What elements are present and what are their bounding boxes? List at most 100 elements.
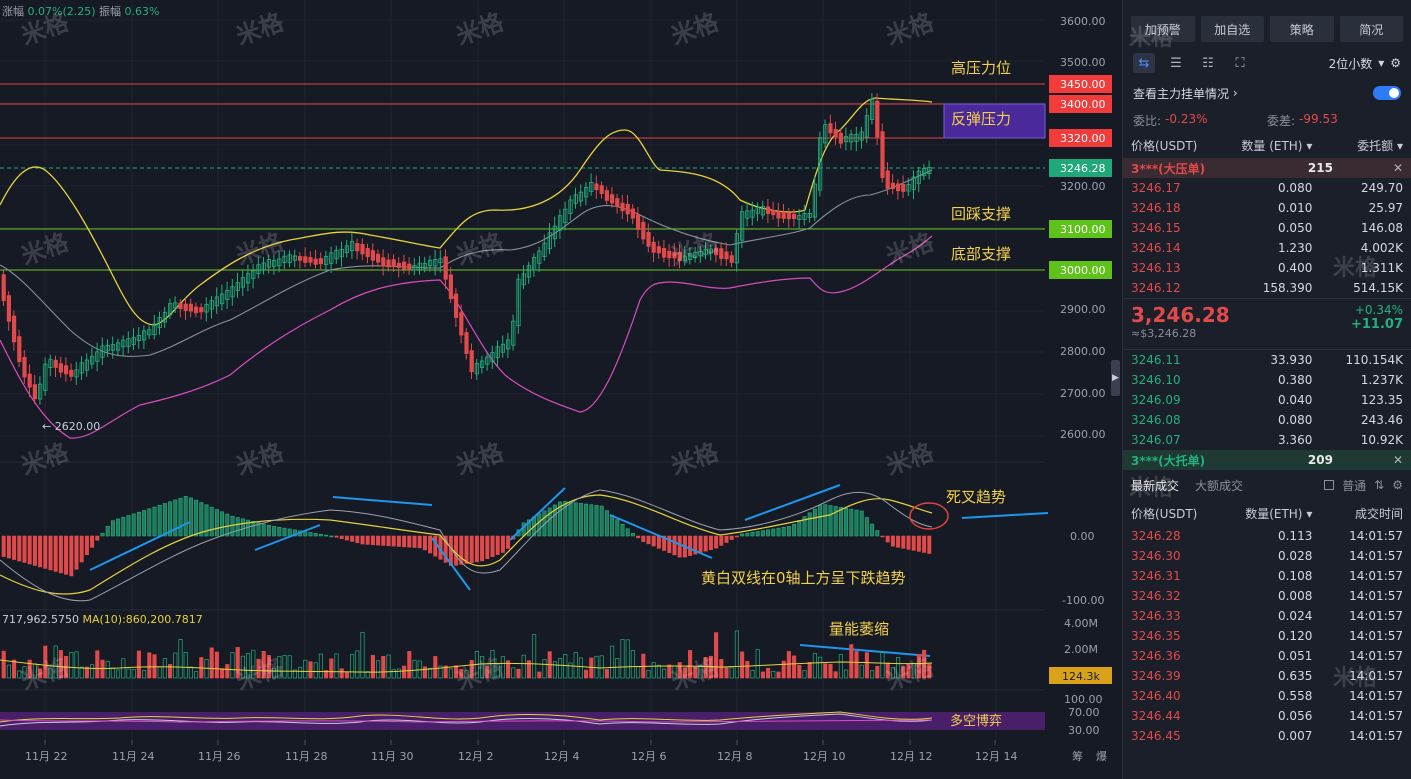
row-qty: 0.400 — [1277, 261, 1313, 275]
filter-icon[interactable]: ⇅ — [1374, 478, 1385, 492]
orderbook-asks-icon[interactable]: ☷ — [1202, 55, 1214, 71]
candlestick-chart[interactable]: 高压力位 反弹压力 回踩支撑 底部支撑 ← 2620.00 3450.00 340… — [0, 0, 1118, 779]
macd-bar — [485, 535, 490, 560]
col-qty[interactable]: 数量 (ETH) ▾ — [1241, 138, 1313, 153]
settings-icon[interactable]: ⚙ — [1390, 56, 1401, 70]
trade-price: 3246.36 — [1131, 649, 1181, 663]
volume-bar — [360, 631, 365, 679]
macd-bar — [188, 497, 193, 537]
bid-row[interactable]: 3246.09 0.040 123.35 — [1123, 390, 1411, 410]
volume-bar — [542, 658, 547, 679]
row-qty: 1.230 — [1277, 241, 1313, 255]
label-pullback-support: 回踩支撑 — [951, 205, 1011, 223]
orderbook-both-icon[interactable]: ⇆ — [1133, 53, 1155, 73]
trade-col-qty[interactable]: 数量(ETH) ▾ — [1245, 506, 1313, 521]
chart-pane[interactable]: 高压力位 反弹压力 回踩支撑 底部支撑 ← 2620.00 3450.00 340… — [0, 0, 1118, 779]
tab-latest-trades[interactable]: 最新成交 — [1131, 478, 1180, 493]
candle-body — [688, 252, 693, 260]
macd-bar — [542, 510, 547, 537]
ask-row[interactable]: 3246.18 0.010 25.97 — [1123, 198, 1411, 218]
candle-body — [495, 346, 500, 358]
bid-row[interactable]: 3246.11 33.930 110.154K — [1123, 350, 1411, 370]
bid-row[interactable]: 3246.08 0.080 243.46 — [1123, 410, 1411, 430]
col-amount[interactable]: 委托额 ▾ — [1357, 138, 1404, 153]
candle-body — [922, 168, 927, 177]
candle-body — [641, 221, 646, 240]
trade-price: 3246.31 — [1131, 569, 1181, 583]
ask-row[interactable]: 3246.12 158.390 514.15K — [1123, 278, 1411, 298]
decimal-select[interactable]: 2位小数 ▾ ⚙ — [1329, 55, 1401, 72]
strategy-button[interactable]: 策略 — [1270, 16, 1334, 42]
add-alert-button[interactable]: 加预警 — [1131, 16, 1195, 42]
macd-bar — [786, 526, 791, 537]
bid-row[interactable]: 3246.07 3.360 10.92K — [1123, 430, 1411, 450]
orderbook-bids-icon[interactable]: ☰ — [1170, 55, 1182, 71]
candle-body — [225, 290, 230, 300]
x-axis-label: 12月 6 — [631, 750, 667, 763]
ask-row[interactable]: 3246.17 0.080 249.70 — [1123, 178, 1411, 198]
candle-body — [152, 323, 157, 336]
candle-body — [719, 248, 724, 260]
close-icon[interactable]: ✕ — [1392, 161, 1403, 175]
big-bid-order[interactable]: 3***(大托单) 209 ✕ — [1123, 450, 1411, 470]
tab-large-trades[interactable]: 大额成交 — [1195, 478, 1244, 493]
macd-bar — [740, 533, 745, 537]
candle-body — [662, 248, 667, 258]
orderbook-expand-icon[interactable]: ⛶ — [1235, 55, 1245, 71]
macd-bar — [386, 535, 391, 547]
main-orders-toggle[interactable] — [1373, 86, 1401, 100]
close-icon[interactable]: ✕ — [1392, 453, 1403, 467]
candle-body — [558, 215, 563, 231]
macd-bar — [391, 535, 396, 547]
collapse-handle[interactable]: ▶ — [1111, 360, 1120, 396]
candle-body — [74, 369, 79, 378]
ask-row[interactable]: 3246.13 0.400 1.311K — [1123, 258, 1411, 278]
volume-bar — [849, 644, 854, 679]
candle-body — [584, 187, 589, 198]
row-price: 3246.12 — [1131, 281, 1181, 295]
candle-body — [651, 241, 656, 253]
trade-time: 14:01:57 — [1349, 569, 1404, 583]
candle-body — [729, 255, 734, 263]
volume-bar — [526, 660, 531, 679]
candle-body — [708, 248, 714, 254]
rsi-line-2 — [0, 713, 933, 727]
main-orders-toggle-row: 查看主力挂单情况 › — [1123, 78, 1411, 108]
add-watchlist-button[interactable]: 加自选 — [1200, 16, 1264, 42]
macd-bar — [833, 506, 838, 537]
settings-icon[interactable]: ⚙ — [1392, 478, 1403, 492]
ask-row[interactable]: 3246.15 0.050 146.08 — [1123, 218, 1411, 238]
candle-body — [792, 213, 797, 220]
label-death-cross: 死叉趋势 — [946, 488, 1006, 506]
macd-bar — [656, 535, 661, 549]
trade-row: 3246.45 0.007 14:01:57 — [1123, 726, 1411, 746]
macd-bar — [620, 523, 625, 537]
candle-body — [599, 185, 604, 194]
candle-body — [552, 225, 558, 240]
candle-body — [407, 263, 412, 270]
volume-bar — [464, 670, 469, 679]
bid-row[interactable]: 3246.10 0.380 1.237K — [1123, 370, 1411, 390]
big-ask-order[interactable]: 3***(大压单) 215 ✕ — [1123, 158, 1411, 178]
macd-bar — [469, 535, 474, 563]
candle-body — [760, 205, 766, 216]
volume-bar — [854, 651, 859, 679]
macd-bar — [272, 526, 277, 537]
macd-bar — [355, 535, 360, 544]
volume-bar — [162, 658, 167, 679]
volume-bar — [313, 662, 318, 679]
ask-row[interactable]: 3246.14 1.230 4.002K — [1123, 238, 1411, 258]
macd-bar — [558, 501, 563, 537]
volume-bar — [506, 660, 511, 679]
trade-row: 3246.32 0.008 14:01:57 — [1123, 586, 1411, 606]
macd-bar — [157, 504, 162, 537]
trade-header: 价格(USDT) 数量(ETH) ▾ 成交时间 — [1123, 500, 1411, 526]
candle-body — [38, 383, 43, 400]
candle-body — [58, 363, 64, 373]
normal-checkbox[interactable] — [1324, 480, 1335, 490]
overview-button[interactable]: 简况 — [1339, 16, 1403, 42]
price-axis-label: 3600.00 — [1060, 15, 1106, 28]
volume-bar — [344, 671, 349, 679]
price-tag-text: 3000.00 — [1060, 264, 1106, 277]
candle-body — [318, 258, 324, 265]
